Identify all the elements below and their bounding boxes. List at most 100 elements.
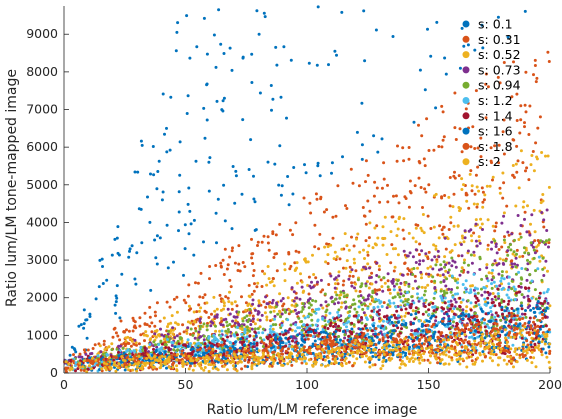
- data-point: [366, 262, 370, 266]
- data-point: [381, 339, 385, 343]
- data-point: [129, 349, 133, 353]
- data-point: [522, 295, 526, 299]
- data-point: [464, 309, 468, 313]
- data-point: [240, 295, 243, 299]
- data-point: [194, 281, 197, 285]
- data-point: [79, 368, 83, 372]
- data-point: [229, 285, 233, 289]
- data-point: [463, 286, 467, 290]
- data-point: [252, 289, 256, 293]
- data-point: [391, 348, 395, 352]
- data-point: [140, 143, 144, 147]
- data-point: [91, 362, 95, 366]
- data-point: [148, 324, 152, 328]
- data-point: [536, 126, 540, 130]
- data-point: [450, 344, 454, 348]
- data-point: [288, 327, 292, 331]
- data-point: [289, 310, 293, 314]
- data-point: [484, 82, 488, 86]
- data-point: [290, 345, 294, 349]
- data-point: [540, 151, 544, 154]
- data-point: [520, 312, 524, 316]
- data-point: [383, 236, 387, 240]
- data-point: [167, 340, 171, 344]
- data-point: [394, 324, 398, 328]
- data-point: [502, 324, 506, 328]
- data-point: [485, 332, 489, 336]
- data-point: [529, 324, 533, 328]
- data-point: [500, 282, 503, 286]
- data-point: [444, 284, 448, 288]
- data-point: [460, 26, 464, 30]
- data-point: [388, 353, 392, 357]
- data-point: [229, 334, 233, 338]
- data-point: [241, 118, 245, 122]
- data-point: [240, 192, 244, 196]
- data-point: [273, 314, 277, 318]
- data-point: [476, 291, 480, 295]
- data-point: [529, 241, 533, 245]
- data-point: [123, 359, 127, 363]
- data-point: [514, 256, 518, 260]
- data-point: [214, 329, 218, 333]
- data-point: [147, 350, 150, 354]
- data-point: [348, 310, 352, 314]
- data-point: [511, 265, 514, 269]
- data-point: [502, 118, 506, 122]
- data-point: [394, 220, 398, 224]
- data-point: [243, 364, 247, 368]
- data-point: [479, 341, 483, 345]
- data-point: [537, 307, 541, 311]
- data-point: [225, 339, 229, 342]
- data-point: [402, 249, 406, 253]
- data-point: [456, 277, 460, 281]
- data-point: [155, 234, 159, 238]
- data-point: [259, 356, 263, 360]
- data-point: [120, 272, 124, 276]
- data-point: [342, 266, 345, 270]
- data-point: [253, 308, 257, 312]
- data-point: [193, 336, 197, 340]
- data-point: [335, 316, 339, 320]
- data-point: [483, 193, 487, 197]
- data-point: [439, 289, 443, 293]
- data-point: [97, 357, 101, 361]
- data-point: [441, 110, 445, 114]
- data-point: [408, 345, 411, 349]
- data-point: [166, 266, 170, 270]
- data-point: [543, 299, 547, 303]
- data-point: [222, 318, 226, 322]
- data-point: [514, 293, 518, 297]
- data-point: [215, 99, 219, 103]
- data-point: [385, 351, 389, 355]
- data-point: [215, 307, 219, 311]
- data-point: [378, 319, 382, 323]
- data-point: [335, 255, 339, 259]
- data-point: [72, 353, 75, 357]
- data-point: [463, 258, 466, 262]
- data-point: [402, 294, 406, 298]
- data-point: [517, 238, 521, 241]
- data-point: [448, 204, 452, 208]
- data-point: [483, 318, 487, 322]
- data-point: [501, 312, 504, 316]
- data-point: [474, 222, 478, 226]
- data-point: [467, 340, 471, 344]
- data-point: [516, 307, 519, 311]
- data-point: [351, 364, 355, 367]
- data-point: [302, 345, 306, 349]
- data-point: [329, 321, 333, 325]
- data-point: [512, 250, 516, 254]
- data-point: [487, 341, 491, 345]
- data-point: [352, 298, 356, 302]
- data-point: [207, 189, 211, 193]
- data-point: [279, 341, 283, 345]
- data-point: [546, 301, 550, 305]
- data-point: [300, 343, 304, 347]
- data-point: [453, 176, 457, 180]
- data-point: [461, 298, 465, 302]
- data-point: [172, 260, 175, 264]
- data-point: [146, 195, 149, 199]
- data-point: [334, 322, 338, 326]
- data-point: [202, 106, 206, 110]
